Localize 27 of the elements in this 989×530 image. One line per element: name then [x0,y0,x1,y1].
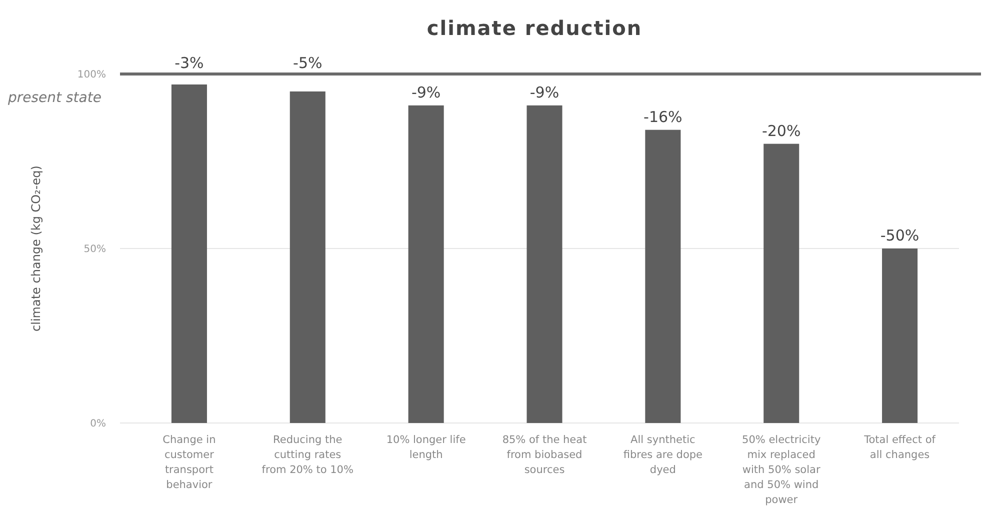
bar [764,144,800,423]
annotation: -16% [644,108,682,126]
x-tick-label: Change in customer transport behavior [162,434,216,491]
x-tick-label: All synthetic fibres are dope dyed [623,434,703,476]
chart-title: climate reduction [426,16,642,40]
annotation: -20% [762,122,801,140]
bar [290,91,326,423]
y-axis-title: climate change (kg CO₂-eq) [29,166,43,332]
annotation: -9% [530,83,560,102]
annotation: -5% [293,54,322,72]
bar [408,105,444,423]
bar [882,248,918,423]
x-tick-label: Reducing the cutting rates from 20% to 10% [262,434,354,476]
bar [526,105,562,423]
y-tick-label: 100% [77,70,106,80]
x-tick-label: Total effect of all changes [863,434,936,461]
ref-line-label: present state [7,90,102,106]
bar [171,84,207,423]
annotation: -50% [880,226,920,244]
bar [645,130,681,423]
x-tick-label: 10% longer life length [386,434,466,461]
x-tick-label: 85% of the heat from biobased sources [502,434,587,476]
x-tick-label: 50% electricity mix replaced with 50% solar and 50% wind power [742,434,821,506]
y-tick-label: 0% [90,418,106,430]
annotation: -3% [174,54,204,72]
annotation: -9% [411,83,441,102]
y-tick-label: 50% [84,244,106,255]
